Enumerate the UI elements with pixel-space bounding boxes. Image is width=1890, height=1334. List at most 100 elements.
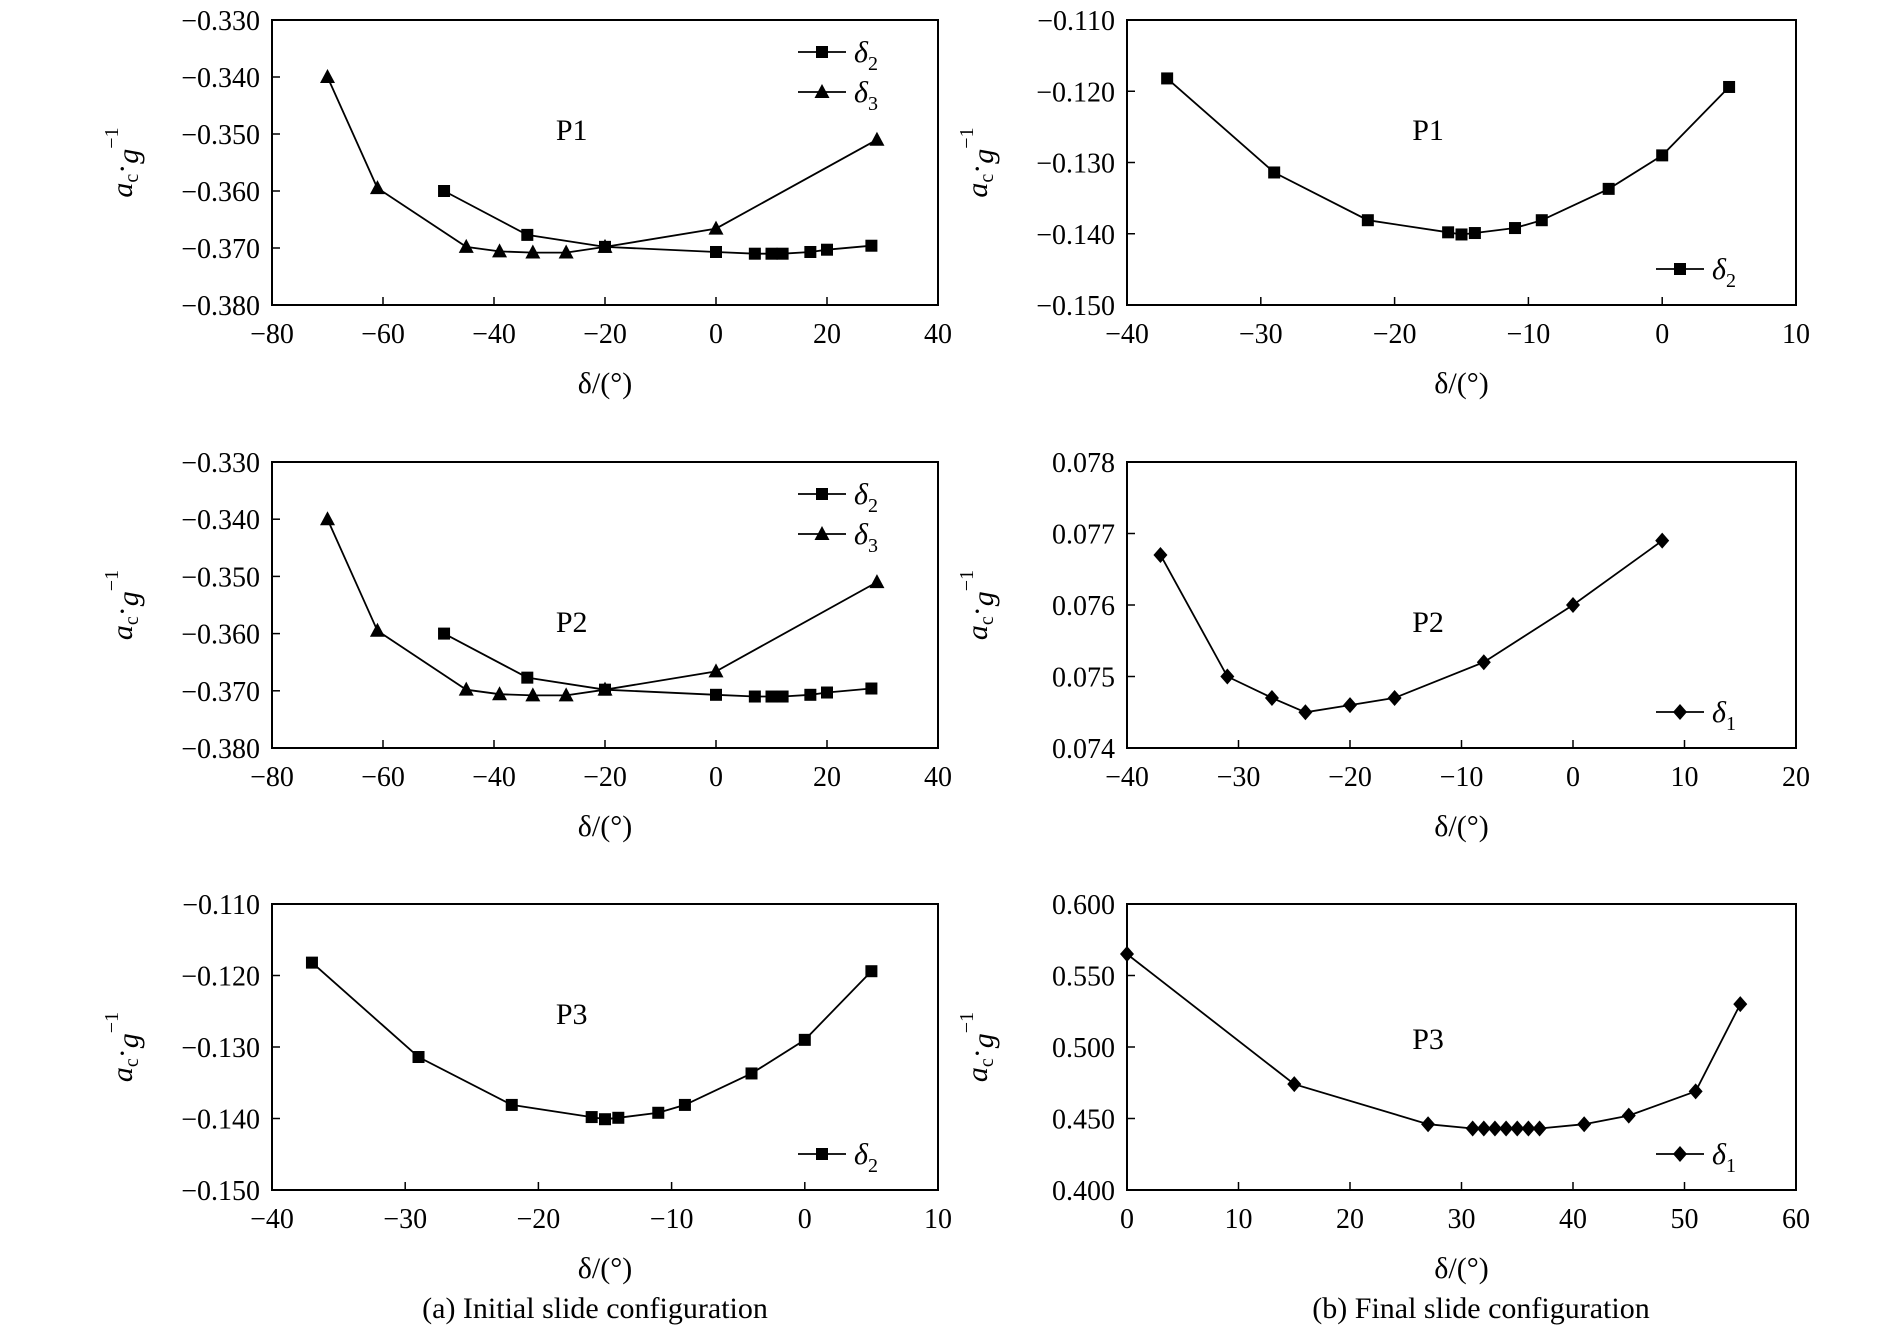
x-tick-label: −40 <box>472 762 516 793</box>
x-tick-label: 0 <box>1566 762 1580 793</box>
x-tick-label: −20 <box>1373 319 1417 350</box>
data-point <box>558 244 574 259</box>
x-tick-label: 40 <box>1559 1204 1587 1235</box>
data-point <box>776 247 789 260</box>
x-tick-label: 20 <box>813 762 841 793</box>
y-tick-label: −0.120 <box>1036 77 1115 108</box>
x-axis-label: δ/(°) <box>1434 1252 1488 1285</box>
y-axis-label: ac·g−1 <box>101 127 145 197</box>
data-point <box>1566 597 1580 613</box>
data-point <box>652 1106 665 1119</box>
legend-label: δ2 <box>854 36 878 75</box>
data-point <box>1688 1083 1703 1100</box>
x-tick-label: −80 <box>250 319 294 350</box>
chart-panel-a2: −80 −60 −40 −20 0 20 40 −0.330 −0.340 −0.350 −0.36… <box>101 448 952 843</box>
data-point <box>798 1033 811 1046</box>
y-tick-label: −0.350 <box>181 120 260 151</box>
series-δ2 <box>1161 72 1736 241</box>
x-tick-label: −10 <box>1440 762 1484 793</box>
y-tick-label: −0.340 <box>181 505 260 536</box>
x-tick-label: 0 <box>798 1204 812 1235</box>
data-point <box>708 220 724 235</box>
series-line <box>311 961 873 1121</box>
x-tick-label: −30 <box>1239 319 1283 350</box>
plot-frame <box>1126 903 1797 1191</box>
plot-frame <box>271 19 939 306</box>
y-tick-label: −0.140 <box>1036 220 1115 251</box>
plot-frame <box>1126 461 1797 749</box>
x-tick-label: −40 <box>1105 762 1149 793</box>
data-point <box>1298 704 1313 721</box>
y-axis-label: ac·g−1 <box>956 127 1000 197</box>
legend-label: δ2 <box>854 478 878 517</box>
legend-marker <box>814 84 830 98</box>
x-tick-label: 0 <box>1120 1204 1134 1235</box>
x-tick-label: −80 <box>250 762 294 793</box>
legend-marker <box>816 1148 828 1160</box>
data-point <box>1153 546 1168 563</box>
data-point <box>1487 1120 1502 1137</box>
y-tick-label: −0.150 <box>1036 291 1115 322</box>
series-δ3 <box>320 69 885 259</box>
y-tick-label: −0.330 <box>181 448 260 479</box>
data-point <box>1442 226 1455 239</box>
legend-label: δ3 <box>854 76 878 115</box>
data-point <box>869 131 885 146</box>
data-point <box>1387 689 1402 706</box>
data-point <box>804 688 817 701</box>
y-tick-label: 0.074 <box>1052 734 1115 765</box>
data-point <box>1287 1076 1302 1093</box>
chart-panel-b1: −40 −30 −20 −10 0 10 −0.110 −0.120 −0.130 −0.140 −… <box>956 6 1810 400</box>
y-axis-label: ac·g−1 <box>956 1012 1000 1082</box>
y-tick-label: 0.400 <box>1052 1176 1115 1207</box>
data-point <box>585 1111 598 1124</box>
y-tick-label: 0.078 <box>1052 448 1115 479</box>
data-point <box>678 1098 691 1111</box>
x-tick-label: −40 <box>250 1204 294 1235</box>
x-axis-label: δ/(°) <box>578 367 632 400</box>
data-point <box>745 1067 758 1080</box>
x-tick-label: 20 <box>1782 762 1810 793</box>
legend-marker <box>1673 704 1687 720</box>
data-point <box>1476 654 1491 671</box>
x-axis-label: δ/(°) <box>1434 810 1488 843</box>
legend-label: δ2 <box>1712 253 1736 292</box>
y-tick-label: −0.110 <box>182 890 260 921</box>
data-point <box>710 245 722 258</box>
data-point <box>597 238 613 253</box>
data-point <box>505 1098 518 1111</box>
data-point <box>438 185 451 197</box>
y-tick-label: −0.360 <box>181 177 260 208</box>
data-point <box>1264 689 1279 706</box>
data-point <box>865 682 878 695</box>
x-tick-label: 0 <box>709 762 723 793</box>
data-point <box>458 238 474 253</box>
x-tick-label: −20 <box>583 319 627 350</box>
legend-marker <box>814 526 830 540</box>
series-line <box>443 632 872 698</box>
data-point <box>492 243 508 258</box>
series-line <box>443 190 872 255</box>
y-tick-label: −0.340 <box>181 63 260 94</box>
data-point <box>1521 1120 1536 1137</box>
caption-final-slide: (b) Final slide configuration <box>1312 1292 1650 1325</box>
x-tick-label: −30 <box>1217 762 1261 793</box>
data-point <box>821 243 833 256</box>
data-point <box>1465 1120 1480 1137</box>
x-tick-label: 0 <box>709 319 723 350</box>
data-point <box>765 690 778 703</box>
data-point <box>305 956 318 969</box>
data-point <box>1656 149 1669 162</box>
panel-label: P2 <box>1412 606 1444 639</box>
legend: δ1 <box>1656 1138 1736 1177</box>
y-tick-label: −0.380 <box>181 734 260 765</box>
data-point <box>612 1111 625 1124</box>
series-δ1 <box>1153 532 1670 721</box>
x-tick-label: 20 <box>813 319 841 350</box>
x-tick-label: −40 <box>472 319 516 350</box>
y-tick-label: −0.360 <box>181 620 260 651</box>
data-point <box>1476 1120 1491 1137</box>
